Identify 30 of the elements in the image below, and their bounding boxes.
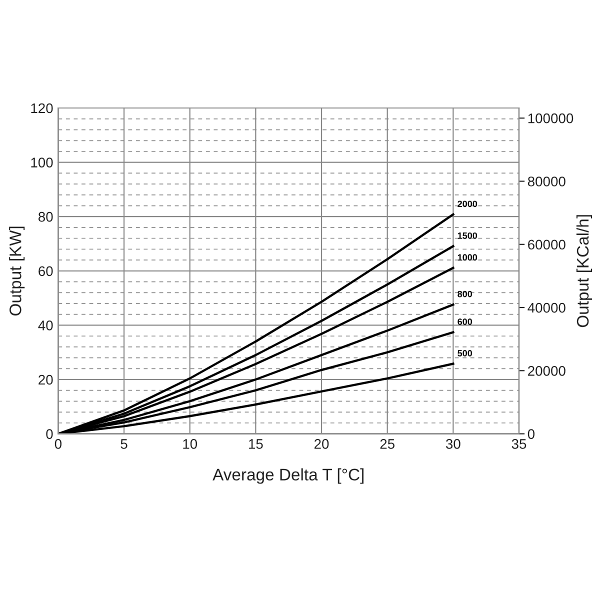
x-tick-label: 20 [314, 439, 329, 449]
series-label: 1000 [458, 254, 478, 261]
y-axis-title: Output [KW] [9, 226, 25, 316]
x-tick-label: 10 [183, 439, 198, 449]
y-tick-label: 40 [38, 320, 53, 330]
y-tick-label: 120 [31, 103, 53, 114]
y-tick-label: 60 [38, 266, 53, 276]
x-tick-label: 0 [54, 439, 62, 449]
x-tick-label: 35 [512, 439, 526, 449]
series-label: 1500 [458, 232, 478, 239]
y2-tick-label: 60000 [528, 240, 566, 250]
series-label: 800 [458, 290, 472, 298]
x-tick-label: 15 [249, 439, 263, 449]
y2-tick-label: 80000 [528, 176, 566, 186]
y2-tick-label: 100000 [528, 113, 574, 124]
x-axis-title: Average Delta T [°C] [212, 468, 364, 484]
y-tick-label: 0 [46, 429, 53, 439]
x-tick-label: 25 [380, 439, 394, 449]
y-tick-label: 80 [38, 212, 53, 222]
series-label: 600 [458, 318, 472, 325]
y2-tick-label: 20000 [528, 366, 566, 376]
x-tick-label: 30 [446, 439, 460, 449]
y2-tick-label: 0 [528, 429, 535, 439]
y2-axis-title: Output [KCal/h] [576, 215, 592, 328]
series-label: 2000 [458, 200, 478, 208]
y2-tick-label: 40000 [528, 302, 566, 313]
y-tick-label: 100 [31, 158, 53, 168]
series-label: 500 [458, 350, 472, 356]
x-tick-label: 5 [120, 439, 128, 449]
y-tick-label: 20 [38, 374, 53, 385]
